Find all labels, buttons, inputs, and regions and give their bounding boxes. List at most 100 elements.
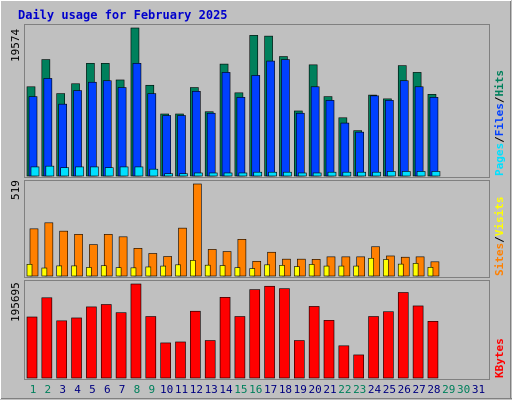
bottom-max-label: 195695 — [9, 282, 22, 322]
kbytes-bar — [56, 320, 68, 379]
pages-bar — [164, 173, 173, 177]
day-label: 6 — [104, 383, 111, 396]
sites-bar — [74, 234, 83, 277]
visits-bar — [41, 267, 48, 277]
legend-sep-3: / — [493, 236, 506, 243]
svg-text:Pages/Files/Hits: Pages/Files/Hits — [493, 70, 506, 176]
day-label: 19 — [294, 383, 307, 396]
files-bar — [117, 87, 127, 177]
kbytes-bar — [130, 283, 142, 379]
day-label: 24 — [368, 383, 382, 396]
files-bar — [355, 131, 365, 177]
pages-bar — [194, 172, 203, 177]
sites-bar — [237, 239, 247, 277]
sites-bar — [267, 251, 276, 277]
pages-bar — [134, 166, 144, 177]
legend-visits: Visits — [493, 197, 506, 237]
sites-bar — [89, 244, 98, 277]
day-label: 9 — [148, 383, 155, 396]
visits-bar — [338, 265, 345, 277]
kbytes-bar — [160, 342, 171, 379]
visits-bar — [56, 265, 63, 277]
kbytes-bar — [412, 305, 424, 379]
visits-bar — [130, 267, 137, 277]
sites-bar — [29, 228, 39, 277]
kbytes-bar — [338, 345, 350, 379]
pages-bar — [387, 171, 396, 177]
files-bar — [325, 100, 335, 177]
kbytes-bar — [368, 316, 379, 379]
kbytes-bar — [234, 316, 246, 379]
sites-bar — [193, 183, 202, 277]
kbytes-bar — [100, 304, 112, 379]
day-label: 16 — [249, 383, 262, 396]
day-label: 2 — [45, 383, 52, 396]
files-bar — [251, 75, 261, 177]
legend-hits: Hits — [493, 70, 506, 97]
pages-bar — [208, 172, 218, 177]
legend-kbytes: KBytes — [493, 338, 506, 378]
sites-bar — [118, 236, 128, 277]
day-label: 30 — [457, 383, 470, 396]
day-label: 22 — [338, 383, 351, 396]
visits-bar — [323, 265, 330, 277]
visits-bar — [160, 265, 166, 277]
sites-bar — [207, 249, 217, 277]
visits-bar — [412, 263, 419, 277]
visits-bar — [86, 267, 92, 277]
files-bar — [399, 80, 409, 177]
visits-bar — [249, 268, 256, 277]
visits-bar — [397, 263, 404, 277]
pages-bar — [372, 171, 381, 177]
pages-bar — [45, 165, 55, 177]
sites-bar — [133, 248, 143, 277]
chart-title: Daily usage for February 2025 — [18, 8, 228, 22]
pages-bar — [342, 171, 352, 177]
pages-bar — [268, 171, 277, 177]
pages-bar — [60, 167, 70, 177]
files-bar — [310, 86, 320, 177]
pages-bar — [416, 171, 426, 177]
pages-bar — [238, 172, 248, 177]
visits-bar — [175, 264, 181, 277]
kbytes-bar — [190, 310, 201, 379]
day-label: 21 — [323, 383, 336, 396]
visits-bar — [145, 266, 152, 277]
files-bar — [73, 90, 82, 177]
day-label: 10 — [160, 383, 173, 396]
day-label: 7 — [119, 383, 126, 396]
kbytes-bar — [115, 312, 127, 379]
day-label: 20 — [309, 383, 322, 396]
pages-bar — [223, 172, 233, 177]
files-bar — [266, 60, 275, 177]
day-label: 23 — [353, 383, 366, 396]
day-label: 31 — [472, 383, 485, 396]
sites-bar — [178, 227, 187, 277]
day-label: 17 — [264, 383, 277, 396]
pages-bar — [431, 171, 441, 177]
pages-bar — [30, 166, 40, 177]
day-label: 18 — [279, 383, 292, 396]
files-bar — [236, 97, 246, 177]
files-bar — [206, 112, 216, 177]
kbytes-bar — [204, 340, 216, 379]
legend-sites: Sites — [493, 243, 506, 276]
kbytes-bar — [323, 320, 335, 379]
kbytes-bar — [219, 297, 231, 379]
files-bar — [162, 115, 171, 177]
day-label: 29 — [442, 383, 455, 396]
files-bar — [221, 72, 231, 177]
visits-bar — [293, 266, 300, 277]
pages-bar — [149, 168, 159, 177]
kbytes-bar — [71, 317, 82, 379]
sites-bar — [44, 222, 54, 277]
files-bar — [147, 93, 157, 177]
legend-files: Files — [493, 103, 506, 136]
visits-bar — [427, 267, 434, 277]
visits-bar — [383, 259, 389, 277]
visits-bar — [234, 267, 241, 277]
pages-bar — [104, 167, 114, 177]
legend-sep-1: / — [493, 136, 506, 143]
files-bar — [177, 115, 186, 177]
